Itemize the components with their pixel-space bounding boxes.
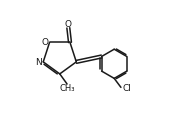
Text: CH₃: CH₃ — [60, 84, 75, 93]
Text: Cl: Cl — [123, 84, 132, 93]
Text: N: N — [36, 58, 42, 67]
Text: O: O — [42, 38, 49, 47]
Text: O: O — [65, 20, 72, 29]
